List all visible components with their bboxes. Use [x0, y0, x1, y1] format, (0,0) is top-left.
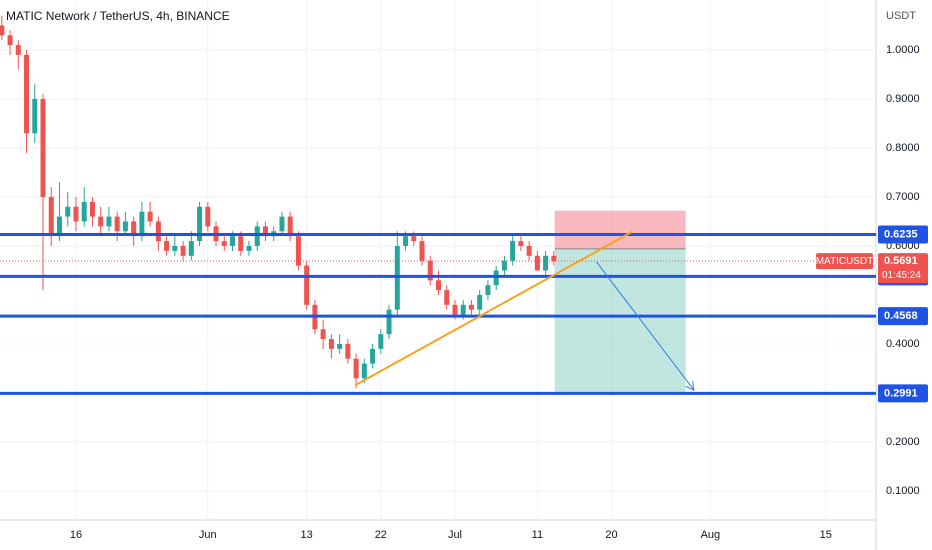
candle-body: [361, 363, 367, 379]
candle-body: [337, 343, 343, 349]
x-tick-label: 13: [301, 529, 313, 541]
candle-body: [114, 216, 120, 232]
candle-body: [501, 260, 507, 271]
y-tick-label: 0.2000: [886, 436, 920, 448]
candle-body: [378, 334, 384, 349]
y-tick-label: 0.8000: [886, 142, 920, 154]
candle-body: [15, 45, 21, 55]
chart-title: MATIC Network / TetherUS, 4h, BINANCE: [6, 9, 230, 23]
candle-body: [411, 236, 417, 242]
candle-body: [304, 265, 310, 305]
level-label: 0.6235: [884, 228, 918, 240]
candle-body: [40, 98, 46, 197]
candle-body: [230, 236, 236, 246]
candle-body: [122, 221, 128, 232]
symbol-box: [816, 253, 873, 270]
candle-body: [534, 255, 540, 271]
candle-body: [147, 211, 153, 222]
candle-body: [7, 35, 13, 46]
candle-body: [518, 241, 524, 246]
x-tick-label: Aug: [701, 529, 721, 541]
candle-body: [526, 245, 532, 256]
level-label: 0.4568: [884, 310, 918, 322]
arrow-head: [685, 381, 695, 391]
candle-body: [551, 255, 557, 262]
y-tick-label: 1.0000: [886, 44, 920, 56]
level-label-box: [878, 307, 928, 326]
candle-body: [403, 236, 409, 246]
candle-body: [353, 358, 359, 379]
level-label: 0.2991: [884, 387, 918, 399]
candle-body: [510, 241, 516, 261]
candle-body: [435, 280, 441, 291]
candle-body: [543, 255, 549, 271]
candle-body: [485, 285, 491, 295]
x-tick-label: 22: [375, 529, 387, 541]
y-tick-label: 0.9000: [886, 93, 920, 105]
candle-body: [89, 201, 95, 217]
candle-body: [155, 221, 161, 242]
countdown-label: 01:45:24: [882, 270, 921, 281]
candle-body: [468, 304, 474, 310]
candle-body: [386, 309, 392, 335]
candle-body: [164, 241, 170, 251]
level-label-box: [878, 384, 928, 403]
candle-body: [345, 343, 351, 359]
candle-body: [221, 241, 227, 246]
x-tick-label: 15: [820, 529, 832, 541]
stop-zone: [554, 210, 686, 249]
candle-body: [419, 241, 425, 261]
candle-body: [279, 216, 285, 232]
y-tick-label: 0.1000: [886, 485, 920, 497]
arrow-line: [596, 261, 695, 391]
candle-body: [131, 221, 137, 237]
candle-body: [205, 206, 211, 227]
candle-body: [246, 245, 252, 251]
candle-body: [65, 206, 71, 217]
x-tick-label: 20: [605, 529, 617, 541]
y-tick-label: 0.4000: [886, 338, 920, 350]
candle-body: [320, 329, 326, 340]
candle-body: [56, 216, 62, 237]
candle-body: [106, 216, 112, 227]
candle-body: [328, 339, 334, 349]
candle-body: [180, 245, 186, 256]
last-price-box: [878, 253, 928, 284]
candle-body: [73, 206, 79, 222]
candle-body: [48, 196, 54, 237]
candle-body: [188, 241, 194, 256]
candle-body: [0, 25, 5, 36]
x-tick-label: 16: [70, 529, 82, 541]
candle-body: [477, 294, 483, 310]
candle-body: [98, 216, 104, 227]
candle-body: [32, 98, 38, 134]
candle-body: [172, 245, 178, 251]
candle-body: [24, 54, 30, 134]
candle-body: [444, 290, 450, 305]
axis-unit: USDT: [886, 10, 916, 22]
last-price-label: 0.5691: [884, 255, 918, 267]
symbol-label: MATICUSDT: [816, 256, 874, 267]
x-tick-label: Jul: [448, 529, 462, 541]
candle-body: [262, 226, 268, 237]
level-label-box: [878, 225, 928, 244]
x-tick-label: 11: [532, 529, 543, 541]
candle-body: [139, 211, 145, 237]
x-tick-label: Jun: [199, 529, 217, 541]
trend-line: [354, 230, 633, 387]
target-zone: [554, 248, 686, 394]
candle-body: [370, 348, 376, 364]
candle-body: [427, 260, 433, 281]
candle-body: [254, 226, 260, 246]
candle-body: [81, 201, 87, 222]
candle-body: [238, 236, 244, 251]
candle-body: [295, 236, 301, 266]
candle-body: [197, 206, 203, 242]
candle-body: [287, 216, 293, 237]
candle-body: [460, 304, 466, 315]
y-tick-label: 0.7000: [886, 191, 920, 203]
candle-body: [452, 304, 458, 315]
